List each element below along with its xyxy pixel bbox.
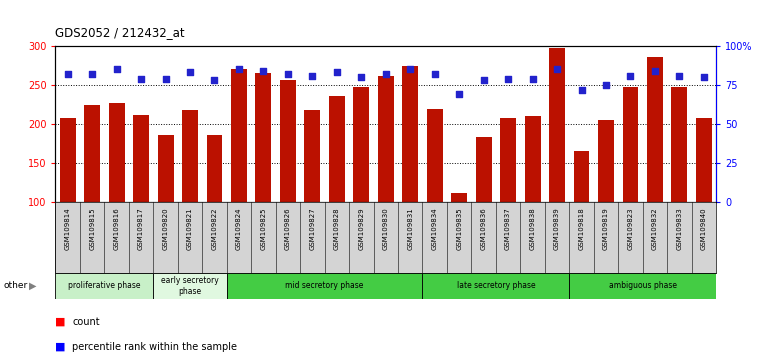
- Bar: [231, 69, 247, 202]
- Text: GSM109828: GSM109828: [334, 207, 340, 250]
- Point: [110, 67, 122, 72]
- Text: GSM109815: GSM109815: [89, 207, 95, 250]
- Bar: [549, 47, 565, 202]
- Point: [600, 82, 612, 88]
- Text: GSM109818: GSM109818: [578, 207, 584, 250]
- Text: late secretory phase: late secretory phase: [457, 281, 535, 290]
- Bar: [574, 151, 590, 202]
- Text: GSM109834: GSM109834: [432, 207, 437, 250]
- Text: GSM109816: GSM109816: [114, 207, 119, 250]
- Text: count: count: [72, 317, 100, 327]
- Bar: [476, 137, 491, 202]
- Point: [624, 73, 637, 79]
- Bar: [158, 135, 173, 202]
- Point: [184, 70, 196, 75]
- Bar: [55, 273, 153, 299]
- Point: [429, 71, 441, 77]
- Bar: [569, 273, 716, 299]
- Text: GSM109833: GSM109833: [676, 207, 682, 250]
- Bar: [451, 193, 467, 202]
- Text: proliferative phase: proliferative phase: [68, 281, 141, 290]
- Point: [159, 76, 172, 81]
- Point: [306, 73, 319, 79]
- Text: GSM109837: GSM109837: [505, 207, 511, 250]
- Text: GSM109821: GSM109821: [187, 207, 193, 250]
- Text: GSM109819: GSM109819: [603, 207, 609, 250]
- Text: GSM109831: GSM109831: [407, 207, 413, 250]
- Point: [330, 70, 343, 75]
- Point: [453, 91, 465, 97]
- Bar: [647, 57, 663, 202]
- Point: [380, 71, 392, 77]
- Point: [673, 73, 685, 79]
- Bar: [696, 119, 711, 202]
- Point: [355, 74, 367, 80]
- Text: GSM109832: GSM109832: [652, 207, 658, 250]
- Text: GSM109820: GSM109820: [162, 207, 169, 250]
- Text: GDS2052 / 212432_at: GDS2052 / 212432_at: [55, 26, 185, 39]
- Text: ambiguous phase: ambiguous phase: [609, 281, 677, 290]
- Bar: [153, 273, 226, 299]
- Point: [62, 71, 74, 77]
- Bar: [280, 80, 296, 202]
- Point: [209, 78, 221, 83]
- Text: GSM109824: GSM109824: [236, 207, 242, 250]
- Text: other: other: [4, 281, 28, 290]
- Bar: [671, 87, 688, 202]
- Point: [233, 67, 245, 72]
- Text: GSM109835: GSM109835: [456, 207, 462, 250]
- Bar: [427, 109, 443, 202]
- Point: [649, 68, 661, 74]
- Text: GSM109830: GSM109830: [383, 207, 389, 250]
- Text: GSM109825: GSM109825: [260, 207, 266, 250]
- Bar: [60, 119, 75, 202]
- Text: GSM109838: GSM109838: [530, 207, 536, 250]
- Text: GSM109823: GSM109823: [628, 207, 634, 250]
- Point: [257, 68, 270, 74]
- Text: ■: ■: [55, 342, 66, 352]
- Text: mid secretory phase: mid secretory phase: [286, 281, 363, 290]
- Bar: [378, 76, 393, 202]
- Bar: [423, 273, 569, 299]
- Text: GSM109836: GSM109836: [480, 207, 487, 250]
- Bar: [84, 105, 100, 202]
- Bar: [304, 110, 320, 202]
- Text: GSM109826: GSM109826: [285, 207, 291, 250]
- Point: [86, 71, 99, 77]
- Point: [551, 67, 563, 72]
- Point: [502, 76, 514, 81]
- Text: GSM109822: GSM109822: [212, 207, 217, 250]
- Bar: [353, 86, 370, 202]
- Bar: [226, 273, 423, 299]
- Bar: [206, 135, 223, 202]
- Bar: [402, 66, 418, 202]
- Point: [575, 87, 588, 92]
- Bar: [598, 120, 614, 202]
- Point: [527, 76, 539, 81]
- Bar: [329, 96, 345, 202]
- Text: early secretory
phase: early secretory phase: [161, 276, 219, 296]
- Text: GSM109840: GSM109840: [701, 207, 707, 250]
- Point: [698, 74, 710, 80]
- Text: GSM109839: GSM109839: [554, 207, 560, 250]
- Text: GSM109814: GSM109814: [65, 207, 71, 250]
- Point: [135, 76, 147, 81]
- Point: [477, 78, 490, 83]
- Point: [404, 67, 417, 72]
- Bar: [622, 86, 638, 202]
- Text: ■: ■: [55, 317, 66, 327]
- Point: [282, 71, 294, 77]
- Bar: [182, 110, 198, 202]
- Bar: [500, 119, 516, 202]
- Bar: [524, 116, 541, 202]
- Text: ▶: ▶: [29, 281, 37, 291]
- Bar: [109, 103, 125, 202]
- Bar: [133, 115, 149, 202]
- Text: percentile rank within the sample: percentile rank within the sample: [72, 342, 237, 352]
- Text: GSM109827: GSM109827: [310, 207, 316, 250]
- Text: GSM109829: GSM109829: [358, 207, 364, 250]
- Text: GSM109817: GSM109817: [138, 207, 144, 250]
- Bar: [256, 73, 271, 202]
